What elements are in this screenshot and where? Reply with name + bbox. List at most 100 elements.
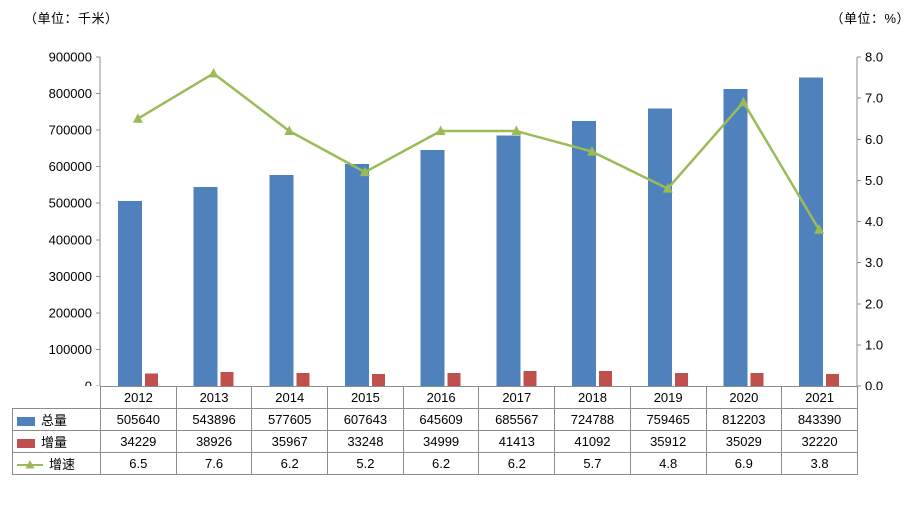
chart-data-table: 2012 2013 2014 2015 2016 2017 2018 2019 2020 2021… [12, 386, 858, 475]
bar-total-2019 [647, 108, 672, 386]
left-axis-tick-label: 500000 [49, 196, 92, 211]
total-swatch-icon [17, 417, 35, 426]
increment-value-cell-2018: 41092 [554, 430, 631, 453]
bar-increment-2021 [826, 374, 840, 386]
bar-total-2013 [193, 187, 218, 386]
total-value-cell-2020: 812203 [705, 408, 783, 431]
left-axis-tick-label: 400000 [49, 232, 92, 247]
bar-increment-2017 [523, 370, 537, 386]
legend-increment: 增量 [12, 430, 101, 453]
year-header-cell: 2014 [251, 386, 329, 409]
bar-total-2017 [496, 135, 521, 386]
bar-total-2020 [723, 89, 748, 387]
marker-triangle-icon-2012 [132, 113, 143, 123]
total-value-cell-2015: 607643 [327, 408, 404, 431]
growth-rate-value-cell-2015: 5.2 [327, 452, 404, 475]
growth-rate-value-cell-2013: 7.6 [175, 452, 253, 475]
right-axis-tick-label: 5.0 [865, 173, 883, 188]
year-header-cell: 2012 [100, 386, 177, 409]
increment-value-cell-2013: 38926 [175, 430, 253, 453]
total-value-cell-2021: 843390 [781, 408, 858, 431]
marker-triangle-icon-2019 [662, 183, 673, 193]
increment-legend-label: 增量 [41, 435, 68, 450]
bar-increment-2019 [674, 372, 688, 386]
right-axis-tick-label: 1.0 [865, 337, 883, 352]
legend-growth-rate: 增速 [12, 452, 101, 475]
marker-triangle-icon-2021 [814, 224, 825, 234]
line-growth-rate [137, 72, 821, 231]
year-header-cell: 2019 [629, 386, 707, 409]
growth-rate-legend-label: 增速 [49, 457, 76, 472]
table-row-total: 总量 505640 543896 577605 607643 645609 685567 72… [12, 408, 858, 431]
table-row-years: 2012 2013 2014 2015 2016 2017 2018 2019 2020 2021 [13, 386, 858, 409]
left-axis-tick-label: 900000 [49, 50, 92, 65]
table-row-growth-rate: 增速 6.5 7.6 6.2 5.2 6.2 6.2 5.7 4.8 6.9 3.8 [12, 452, 858, 475]
increment-value-cell-2021: 32220 [781, 430, 858, 453]
year-header-cell: 2017 [478, 386, 556, 409]
right-axis-tick-label: 7.0 [865, 91, 883, 106]
year-header-cell: 2020 [705, 386, 783, 409]
total-value-cell-2017: 685567 [478, 408, 556, 431]
increment-value-cell-2020: 35029 [705, 430, 783, 453]
left-axis-tick-label: 200000 [49, 305, 92, 320]
year-header-cell: 2013 [175, 386, 253, 409]
bar-increment-2014 [296, 372, 310, 386]
legend-total: 总量 [12, 408, 101, 431]
increment-swatch-icon [17, 439, 35, 448]
bar-total-2015 [344, 163, 369, 386]
right-axis-tick-label: 6.0 [865, 132, 883, 147]
left-axis-tick-label: 300000 [49, 269, 92, 284]
growth-rate-value-cell-2016: 6.2 [402, 452, 480, 475]
right-axis-tick-label: 0.0 [865, 379, 883, 391]
left-axis-tick-label: 100000 [49, 342, 92, 357]
total-value-cell-2019: 759465 [629, 408, 707, 431]
marker-triangle-icon-2014 [284, 125, 295, 136]
total-legend-label: 总量 [41, 413, 68, 428]
growth-rate-value-cell-2021: 3.8 [781, 452, 858, 475]
year-header-cell: 2021 [781, 386, 858, 409]
total-value-cell-2018: 724788 [554, 408, 631, 431]
total-value-cell-2013: 543896 [175, 408, 253, 431]
increment-value-cell-2014: 35967 [251, 430, 329, 453]
increment-value-cell-2019: 35912 [629, 430, 707, 453]
total-value-cell-2016: 645609 [402, 408, 480, 431]
year-header-cell: 2016 [402, 386, 480, 409]
marker-triangle-icon-2020 [738, 96, 749, 107]
bar-total-2016 [420, 149, 445, 386]
right-axis-tick-label: 2.0 [865, 296, 883, 311]
increment-value-cell-2016: 34999 [402, 430, 480, 453]
left-axis-tick-label: 700000 [49, 123, 92, 138]
bar-total-2018 [572, 121, 597, 387]
marker-triangle-icon-2013 [208, 67, 219, 78]
growth-rate-value-cell-2014: 6.2 [251, 452, 329, 475]
growth-rate-value-cell-2018: 5.7 [554, 452, 631, 475]
growth-rate-value-cell-2017: 6.2 [478, 452, 556, 475]
bar-increment-2012 [144, 373, 158, 386]
table-corner-blank [13, 387, 101, 409]
growth-rate-value-cell-2020: 6.9 [705, 452, 783, 475]
combo-chart-plot: 0 100000 200000 300000 400000 500000 600000 700… [49, 50, 883, 391]
marker-triangle-icon-2017 [511, 125, 522, 136]
growth-rate-value-cell-2019: 4.8 [629, 452, 707, 475]
total-value-cell-2012: 505640 [100, 408, 177, 431]
increment-value-cell-2017: 41413 [478, 430, 556, 453]
left-axis-tick-label: 0 [85, 379, 92, 391]
bar-increment-2018 [599, 370, 613, 386]
left-axis-tick-label: 600000 [49, 159, 92, 174]
right-axis-tick-label: 4.0 [865, 214, 883, 229]
bar-total-2014 [269, 174, 294, 386]
total-value-cell-2014: 577605 [251, 408, 329, 431]
bar-increment-2013 [220, 371, 234, 386]
year-header-cell: 2015 [327, 386, 404, 409]
growth-rate-line-marker-icon [17, 460, 43, 469]
right-axis-unit-label: （单位：%） [830, 11, 910, 26]
bar-total-2012 [117, 201, 142, 386]
right-axis-tick-label: 8.0 [865, 50, 883, 65]
bar-increment-2020 [750, 373, 764, 386]
growth-rate-value-cell-2012: 6.5 [100, 452, 177, 475]
increment-value-cell-2015: 33248 [327, 430, 404, 453]
year-header-cell: 2018 [554, 386, 631, 409]
right-axis-tick-label: 3.0 [865, 255, 883, 270]
table-row-increment: 增量 34229 38926 35967 33248 34999 41413 41092 359… [12, 430, 858, 453]
